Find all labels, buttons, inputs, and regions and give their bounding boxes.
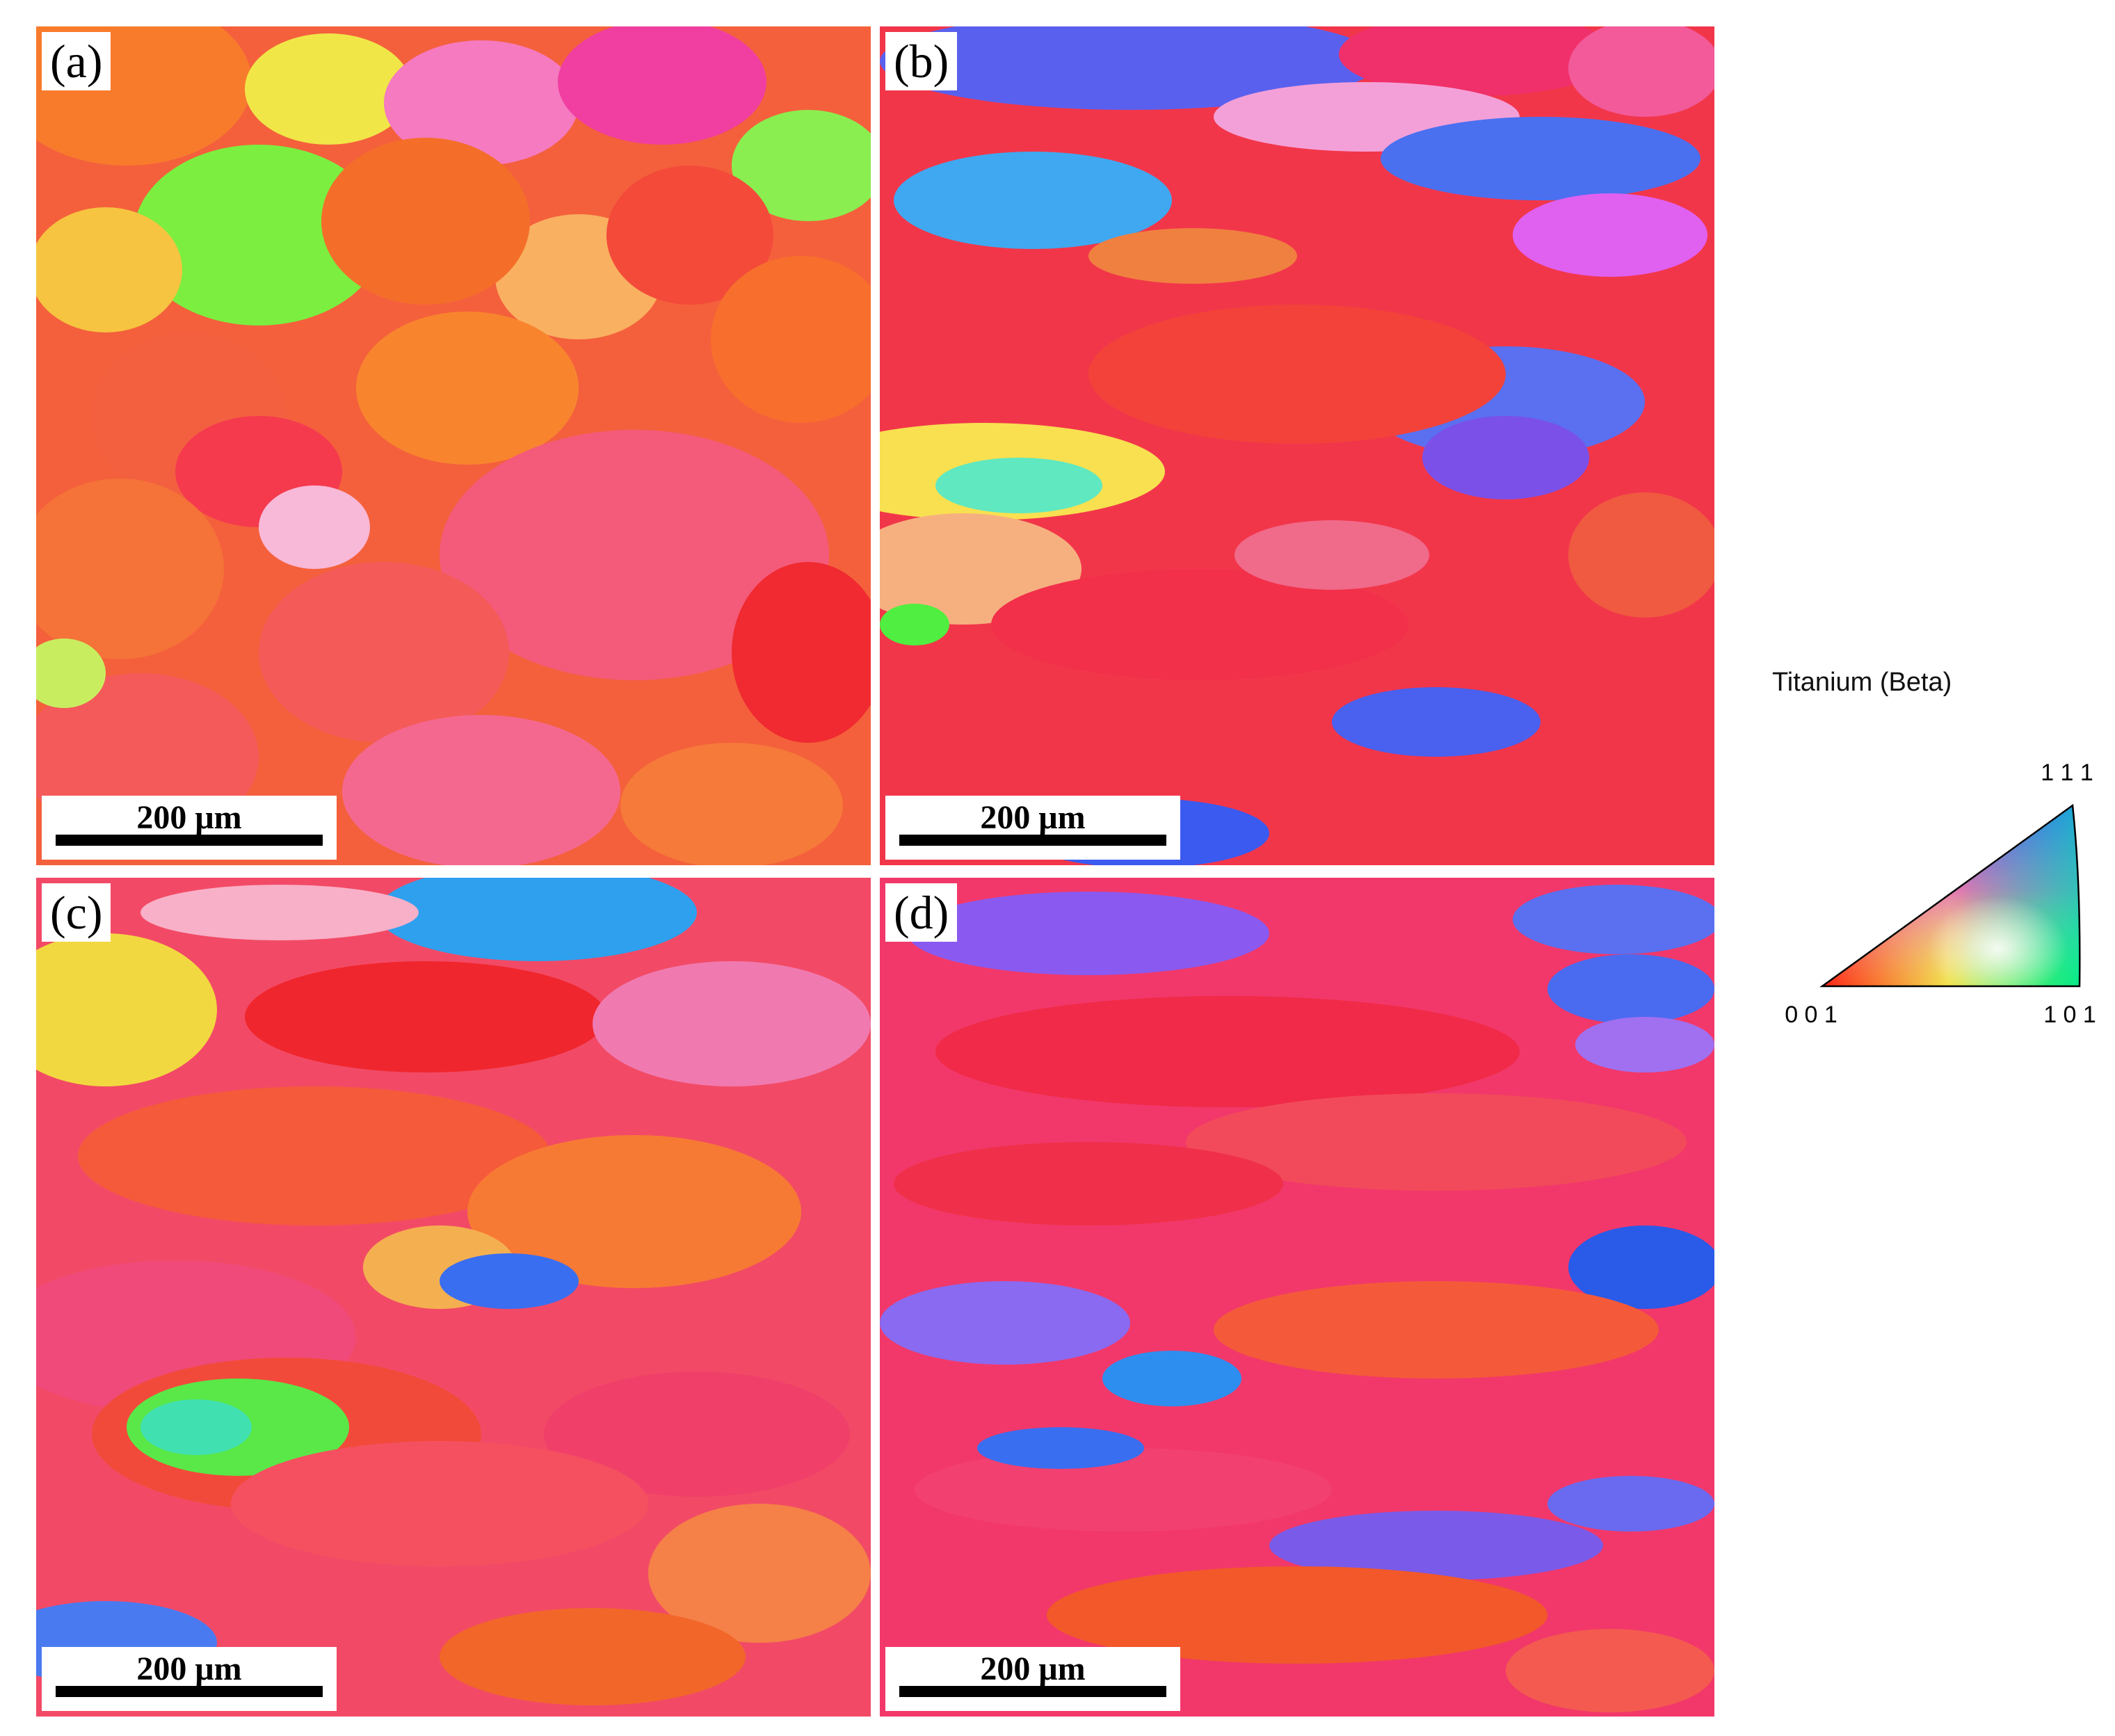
ebsd-map-panel-d: (d) 200 μm <box>880 878 1714 1717</box>
scale-bar-label: 200 μm <box>136 799 242 836</box>
scale-bar: 200 μm <box>885 796 1180 860</box>
scale-bar-label: 200 μm <box>980 799 1086 836</box>
ipf-color-key: 1 1 1 0 0 1 1 0 1 <box>1785 760 2096 1028</box>
scale-bar-label: 200 μm <box>980 1650 1086 1687</box>
scale-bar-line <box>899 835 1166 846</box>
scale-bar: 200 μm <box>42 796 337 860</box>
panel-label: (d) <box>885 883 958 942</box>
orientation-map-c <box>36 878 871 1717</box>
scale-bar-label: 200 μm <box>136 1650 242 1687</box>
corner-label-001: 0 0 1 <box>1785 1002 1837 1028</box>
legend-title: Titanium (Beta) <box>1772 668 1952 697</box>
ebsd-map-panel-b: (b) 200 μm <box>880 26 1714 865</box>
orientation-map-b <box>880 26 1714 865</box>
scale-bar-line <box>899 1686 1166 1697</box>
orientation-map-d <box>880 878 1714 1717</box>
panel-label: (b) <box>885 32 958 90</box>
corner-label-101: 1 0 1 <box>2043 1002 2096 1028</box>
ebsd-map-panel-c: (c) 200 μm <box>36 878 871 1717</box>
corner-label-111: 1 1 1 <box>2041 760 2093 786</box>
scale-bar-line <box>56 835 323 846</box>
scale-bar-line <box>56 1686 323 1697</box>
scale-bar: 200 μm <box>885 1647 1180 1711</box>
scale-bar: 200 μm <box>42 1647 337 1711</box>
orientation-map-a <box>36 26 871 865</box>
ebsd-map-panel-a: (a) 200 μm <box>36 26 871 865</box>
ipf-triangle <box>1822 805 2080 986</box>
ipf-triangle-outline <box>1819 803 2081 988</box>
panel-label: (c) <box>42 883 111 942</box>
panel-label: (a) <box>42 32 111 90</box>
